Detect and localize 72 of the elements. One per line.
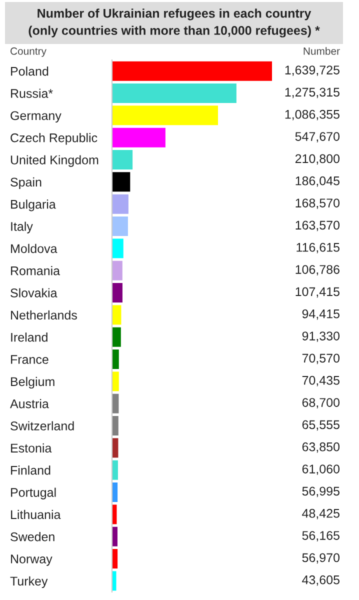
data-label: 107,415	[296, 287, 340, 298]
bar	[112, 372, 119, 392]
bar	[112, 282, 122, 303]
bar	[112, 548, 118, 569]
bar	[112, 128, 166, 148]
bar	[112, 327, 121, 347]
y-tick-label: Slovakia	[10, 288, 58, 298]
y-tick-label: Turkey	[10, 576, 48, 588]
bar	[112, 260, 122, 280]
data-label: 1,275,315	[285, 88, 340, 98]
data-label: 168,570	[296, 198, 340, 209]
bar	[112, 460, 118, 480]
data-label: 65,555	[302, 420, 340, 431]
data-label: 61,060	[302, 464, 340, 475]
data-label: 210,800	[295, 154, 340, 165]
y-tick-label: Norway	[11, 554, 52, 566]
data-label: 56,970	[302, 553, 340, 564]
bar	[112, 238, 124, 258]
bar	[112, 349, 119, 370]
y-tick-label: France	[11, 355, 48, 364]
y-tick-label: Bulgaria	[11, 200, 56, 212]
bar	[112, 172, 130, 192]
y-tick-label: Belgium	[11, 376, 54, 389]
y-tick-label: Lithuania	[11, 510, 61, 520]
y-tick-label: Poland	[11, 66, 48, 76]
bar	[112, 305, 122, 325]
bar	[112, 61, 272, 81]
y-tick-label: Sweden	[10, 532, 54, 542]
data-label: 1,086,355	[285, 110, 340, 120]
y-axis-title: Country	[10, 47, 46, 57]
bar	[112, 482, 118, 502]
y-tick-label: United Kingdom	[10, 155, 98, 167]
data-label: 48,425	[302, 508, 340, 520]
data-label: 91,330	[302, 332, 340, 342]
data-label: 94,415	[302, 309, 340, 320]
data-label: 70,435	[302, 376, 340, 386]
y-tick-label: Finland	[11, 466, 50, 475]
y-tick-label: Netherlands	[11, 310, 77, 320]
data-label: 56,165	[302, 531, 340, 542]
data-label: 70,570	[302, 354, 340, 364]
data-label: 63,850	[302, 442, 340, 453]
y-tick-label: Moldova	[11, 244, 58, 254]
y-tick-label: Russia*	[11, 88, 53, 98]
data-label: 56,995	[302, 486, 340, 498]
data-label: 1,639,725	[285, 66, 340, 76]
bar	[112, 571, 116, 591]
y-tick-label: Germany	[10, 111, 62, 123]
data-label: 116,615	[296, 242, 340, 254]
data-label: 106,786	[296, 265, 340, 276]
y-tick-label: Ireland	[11, 332, 48, 342]
data-label: 547,670	[295, 132, 340, 142]
y-tick-label: Spain	[10, 177, 42, 190]
bar	[112, 150, 133, 170]
y-tick-label: Czech Republic	[10, 133, 98, 145]
bar	[112, 83, 236, 104]
chart-title: Number of Ukrainian refugees in each country (only countries with more than 10,000 refugees) *	[28, 8, 320, 38]
data-label: 163,570	[296, 220, 340, 232]
y-tick-label: Switzerland	[10, 421, 74, 430]
bar	[112, 216, 128, 236]
data-label: 68,700	[302, 398, 340, 408]
y-tick-label: Estonia	[11, 443, 52, 453]
bar	[112, 106, 218, 126]
bar	[112, 526, 118, 546]
y-tick-label: Italy	[11, 222, 33, 234]
text: Number	[304, 47, 340, 55]
y-tick-label: Portugal	[11, 488, 56, 500]
data-label: 186,045	[296, 176, 340, 187]
y-tick-label: Romania	[11, 266, 60, 276]
bar	[112, 416, 118, 436]
y-tick-label: Austria	[10, 399, 49, 408]
data-label: 43,605	[302, 575, 340, 586]
bar	[112, 194, 128, 214]
